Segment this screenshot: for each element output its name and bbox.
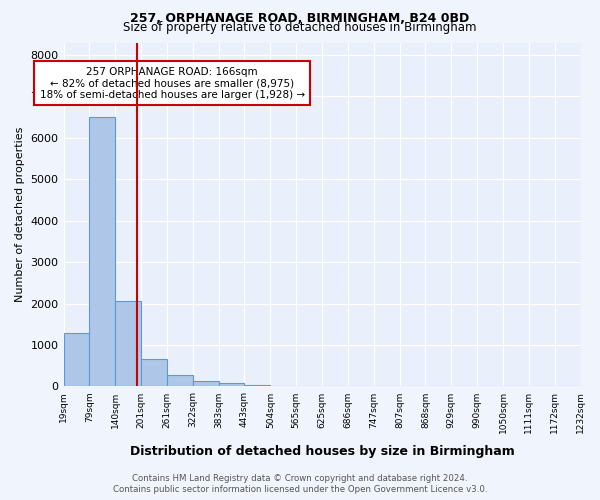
Bar [89,117,115,386]
Text: Size of property relative to detached houses in Birmingham: Size of property relative to detached ho… [123,22,477,35]
Bar [167,375,193,386]
Y-axis label: Number of detached properties: Number of detached properties [15,127,25,302]
Bar [218,383,244,386]
Bar [244,384,271,386]
Bar [193,381,218,386]
Text: 257 ORPHANAGE ROAD: 166sqm
← 82% of detached houses are smaller (8,975)
18% of s: 257 ORPHANAGE ROAD: 166sqm ← 82% of deta… [40,66,305,100]
Bar [141,360,167,386]
X-axis label: Distribution of detached houses by size in Birmingham: Distribution of detached houses by size … [130,444,514,458]
Bar [115,302,141,386]
Text: Contains HM Land Registry data © Crown copyright and database right 2024.
Contai: Contains HM Land Registry data © Crown c… [113,474,487,494]
Text: 257, ORPHANAGE ROAD, BIRMINGHAM, B24 0BD: 257, ORPHANAGE ROAD, BIRMINGHAM, B24 0BD [130,12,470,24]
Bar [64,332,89,386]
